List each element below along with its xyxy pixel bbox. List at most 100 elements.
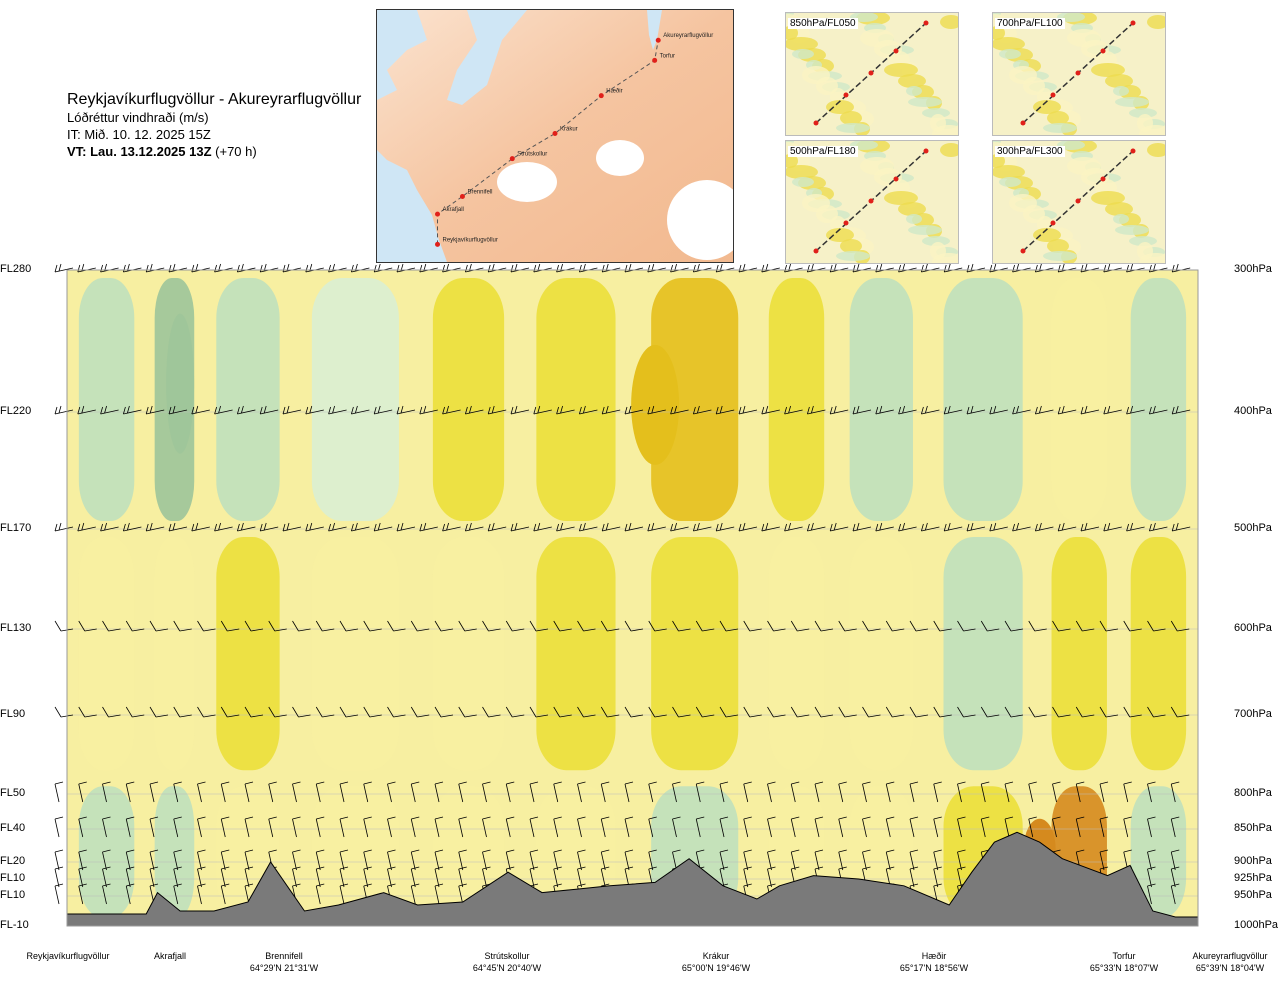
wind-barb xyxy=(738,522,758,532)
wind-barb xyxy=(624,849,634,871)
wind-barb xyxy=(862,706,881,718)
wind-barb xyxy=(149,866,159,888)
wind-barb xyxy=(419,522,438,532)
wind-barb xyxy=(244,849,254,871)
wind-barb xyxy=(1028,816,1037,838)
wind-barb xyxy=(601,405,621,415)
wind-barb xyxy=(1080,405,1100,415)
wind-barb xyxy=(1123,781,1132,803)
wind-barb xyxy=(78,706,97,718)
field-blob xyxy=(860,157,894,175)
wind-barb xyxy=(989,522,1008,532)
waypoint-label: Akureyrarflugvöllur 65°39'N 18°04'W xyxy=(1192,951,1268,973)
wind-barb xyxy=(197,883,206,905)
bay-water xyxy=(447,10,527,105)
wind-barb xyxy=(458,620,477,632)
minimap-300-label: 300hPa/FL300 xyxy=(995,146,1065,157)
wind-barb xyxy=(579,405,598,415)
wind-barb xyxy=(909,816,919,838)
wind-barb xyxy=(556,405,575,415)
field-blob xyxy=(1067,29,1101,47)
wind-barb xyxy=(458,866,467,888)
wind-barb xyxy=(838,849,847,871)
wind-barb xyxy=(505,620,525,632)
wind-barb xyxy=(1004,620,1024,632)
wind-barb xyxy=(100,405,119,415)
wind-barb xyxy=(282,405,302,415)
wind-barb xyxy=(173,849,182,871)
wind-barb xyxy=(387,816,396,838)
field-blob xyxy=(993,26,1005,40)
field-blob xyxy=(836,251,870,261)
wind-barb xyxy=(214,405,233,415)
wind-barb xyxy=(814,706,834,718)
wind-barb xyxy=(743,849,752,871)
hpa-label: 950hPa xyxy=(1234,889,1272,901)
wind-barb xyxy=(173,883,182,905)
wind-barb xyxy=(1052,620,1071,632)
wind-barb xyxy=(168,522,188,532)
wind-barb xyxy=(434,620,454,632)
field-blob xyxy=(1105,74,1133,88)
field-blob xyxy=(1137,242,1153,260)
route-point xyxy=(1020,248,1026,254)
wind-barb xyxy=(328,522,347,532)
wind-barb xyxy=(339,816,349,838)
hpa-label: 900hPa xyxy=(1234,855,1272,867)
wind-barb xyxy=(410,706,430,718)
wind-barb xyxy=(1103,405,1122,415)
wind-barb xyxy=(168,405,188,415)
wind-barb xyxy=(1028,620,1047,632)
minimap-500-graphic xyxy=(786,141,958,263)
quantity-label: Lóðréttur vindhraði (m/s) xyxy=(67,110,209,125)
wind-barb xyxy=(1028,781,1037,803)
wind-barb xyxy=(743,781,752,803)
wind-barb xyxy=(1147,883,1156,905)
field-blob xyxy=(860,29,894,47)
wind-barb xyxy=(268,781,277,803)
wind-barb xyxy=(767,781,776,803)
wind-barb xyxy=(102,883,111,905)
field-blob xyxy=(840,111,862,125)
wind-barb xyxy=(125,781,135,803)
wind-barb xyxy=(78,883,87,905)
wind-barb xyxy=(1123,620,1142,632)
fl-label: FL20 xyxy=(0,855,26,867)
wind-barb xyxy=(553,849,562,871)
wind-barb xyxy=(743,706,762,718)
wind-barb xyxy=(220,883,230,905)
wind-barb xyxy=(363,620,382,632)
wind-barb xyxy=(1123,706,1142,718)
wind-barb xyxy=(577,816,586,838)
wind-barb xyxy=(1004,816,1014,838)
wind-barb xyxy=(173,866,182,888)
minimap-850: 850hPa/FL050 xyxy=(785,12,959,136)
wind-barb xyxy=(482,849,491,871)
wind-barb xyxy=(410,883,420,905)
waypoint-label: Akrafjall xyxy=(153,951,187,961)
wind-barb xyxy=(838,816,847,838)
wind-barb xyxy=(577,866,586,888)
wind-barb xyxy=(980,816,990,838)
wind-barb xyxy=(434,816,444,838)
fl-label: FL50 xyxy=(0,787,26,799)
wind-barb xyxy=(933,849,942,871)
route-point xyxy=(868,198,874,204)
route-point xyxy=(893,176,899,182)
field-blob xyxy=(1009,194,1037,212)
wind-barb xyxy=(909,849,919,871)
wind-barb xyxy=(1149,522,1168,532)
wind-barb xyxy=(487,522,507,532)
wind-barb xyxy=(957,706,976,718)
route-point-label: Krákur xyxy=(560,126,578,132)
route-line: Reykjavíkurflugvöllur Akrafjall Brennifell… xyxy=(435,33,713,247)
wind-barb xyxy=(197,620,216,632)
wind-barb xyxy=(292,816,301,838)
wind-barb xyxy=(719,816,729,838)
wind-barb xyxy=(102,816,111,838)
wind-barb xyxy=(921,405,940,415)
waypoint-label: Krákur 65°00'N 19°46'W xyxy=(681,951,751,973)
wind-barb xyxy=(442,522,461,532)
wind-barb xyxy=(885,849,895,871)
route-point xyxy=(598,93,604,99)
